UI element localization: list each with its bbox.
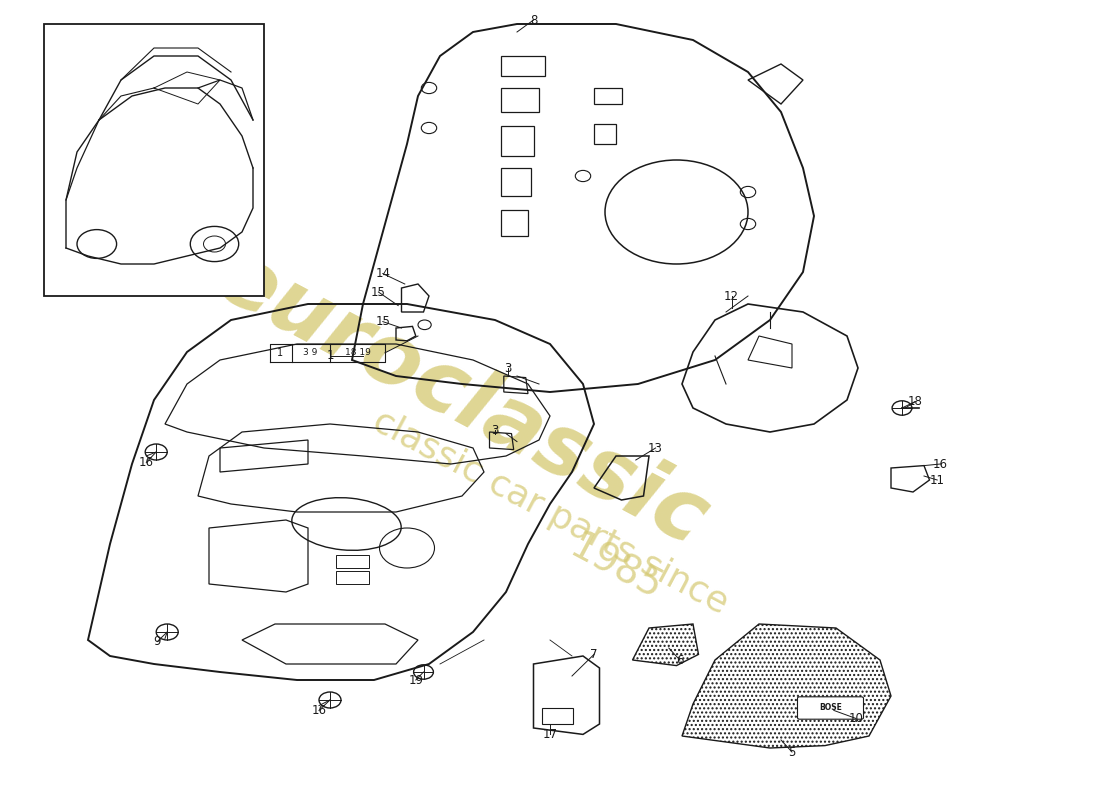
Bar [336,571,368,584]
Text: 3: 3 [492,424,498,437]
Text: 1: 1 [327,350,333,362]
Text: 15: 15 [375,315,390,328]
FancyBboxPatch shape [798,697,864,719]
Text: 16: 16 [139,456,154,469]
Bar [500,210,528,236]
Bar [44,24,264,296]
Text: 9: 9 [154,635,161,648]
Bar [500,126,534,156]
Text: 12: 12 [724,290,739,302]
Text: 3 9: 3 9 [302,348,318,358]
Bar [594,124,616,144]
Text: 17: 17 [542,728,558,741]
Text: 16: 16 [933,458,948,470]
Polygon shape [632,624,698,666]
Text: 16: 16 [311,704,327,717]
Text: BOSE: BOSE [820,703,842,713]
Text: 10: 10 [848,712,864,725]
Text: 18 19: 18 19 [344,348,371,358]
Text: euroclassic: euroclassic [202,236,722,564]
Bar [594,88,621,104]
Text: 6: 6 [676,654,683,666]
Text: 14: 14 [375,267,390,280]
Bar [500,88,539,112]
Text: 13: 13 [648,442,663,454]
Polygon shape [682,624,891,748]
Text: 15: 15 [371,286,386,298]
Text: 18: 18 [908,395,923,408]
Text: 7: 7 [591,648,597,661]
Text: 3: 3 [505,362,512,374]
Text: 5: 5 [789,746,795,758]
Text: 1985: 1985 [563,528,669,608]
Bar [542,708,573,724]
Text: 1: 1 [277,348,284,358]
Text: 19: 19 [408,674,424,686]
Text: classic car parts since: classic car parts since [366,404,734,620]
Bar [500,56,544,76]
Text: 8: 8 [530,14,537,26]
Bar [500,168,531,196]
Bar [336,555,368,568]
Text: 11: 11 [930,474,945,486]
